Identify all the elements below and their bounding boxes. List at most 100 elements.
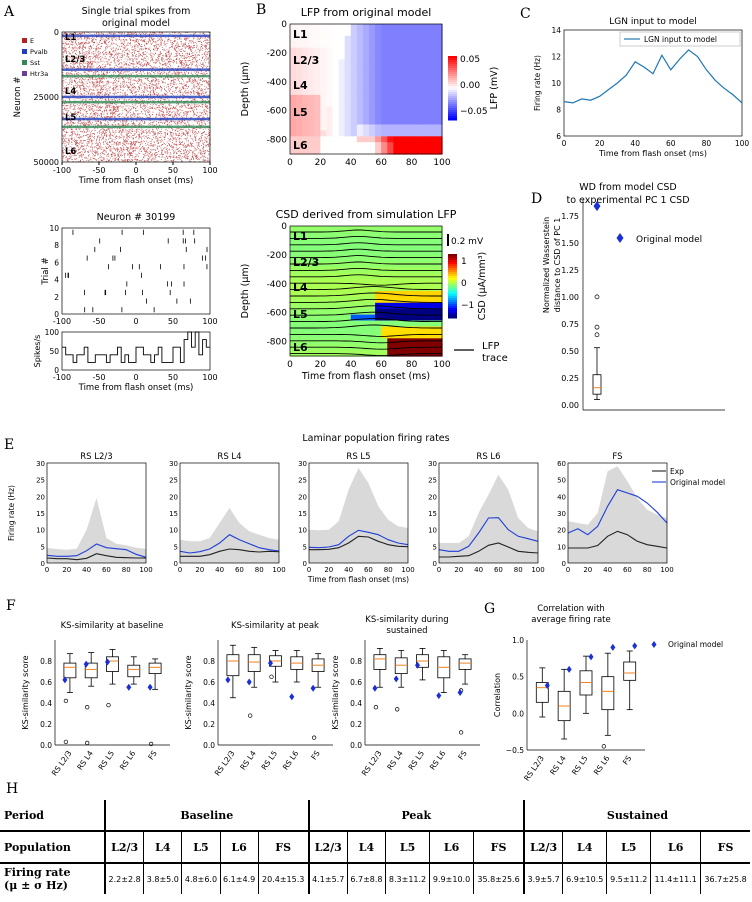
legend-label: Exp [670, 467, 684, 476]
lfp-cell [417, 53, 425, 60]
lfp-cell [290, 41, 297, 49]
csd-cell [429, 332, 437, 339]
y-tick-label: 10 [428, 527, 437, 535]
csd-cell [375, 285, 382, 292]
lfp-cell [393, 94, 401, 102]
x-tick-label: 0 [287, 158, 293, 168]
csd-cell [302, 243, 309, 251]
lfp-cell [435, 41, 443, 49]
csd-cell [423, 249, 431, 257]
csd-cell [320, 302, 328, 310]
csd-cell [399, 291, 407, 298]
csd-cell [387, 344, 394, 351]
csd-cell [290, 237, 297, 245]
colorbar-cell [448, 256, 457, 259]
lfp-cell [356, 53, 364, 60]
colorbar-cell [448, 298, 457, 301]
lfp-cell [423, 130, 431, 137]
x-tick-label: -50 [92, 166, 105, 175]
lfp-cell [405, 35, 413, 43]
lfp-cell [314, 24, 321, 31]
lfp-cell [375, 83, 382, 90]
layer-label: L5 [293, 106, 308, 119]
csd-cell [314, 332, 321, 339]
csd-cell [344, 338, 352, 345]
csd-cell [302, 302, 309, 310]
csd-cell [356, 279, 364, 286]
csd-cell [338, 302, 346, 310]
lfp-cell [393, 100, 401, 108]
category-label: RS L5 [260, 749, 280, 772]
lfp-cell [399, 35, 407, 43]
x-tick-label: 60 [666, 139, 676, 148]
y-tick-label: 10 [551, 79, 561, 88]
lfp-cell [344, 118, 352, 125]
y-tick-label: -200 [267, 251, 288, 261]
csd-cell [326, 243, 334, 251]
lfp-cell [320, 59, 328, 66]
lfp-cell [411, 77, 419, 84]
csd-cell [369, 314, 376, 322]
csd-frame [289, 225, 443, 357]
colorbar-cell [448, 58, 457, 61]
x-tick-label: 0 [437, 566, 441, 574]
csd-cell [429, 261, 437, 268]
x-tick-label: 100 [139, 566, 152, 574]
y-tick-label: 30 [557, 510, 566, 518]
y-tick-label: 0 [54, 28, 59, 37]
colorbar-tick: −1 [461, 301, 474, 311]
lfp-cell [308, 118, 315, 125]
csd-cell [381, 285, 388, 292]
lfp-cell [387, 77, 394, 84]
lfp-cell [405, 142, 413, 149]
lfp-cell [290, 53, 297, 60]
value-cell: 9.9±10.0 [429, 863, 474, 894]
y-axis-label: distance to CSD of PC 1 [553, 218, 562, 313]
x-tick-label: 60 [375, 158, 387, 168]
csd-cell [296, 231, 303, 239]
lfp-cell [381, 142, 388, 149]
csd-cell [344, 296, 352, 304]
lfp-cell [387, 83, 394, 90]
csd-cell [411, 226, 419, 233]
lfp-cell [350, 53, 358, 60]
lfp-cell [375, 65, 382, 72]
csd-cell [435, 279, 443, 286]
lfp-cell [411, 59, 419, 66]
csd-cell [338, 255, 346, 262]
legend-label: LFP [482, 341, 499, 352]
lfp-cell [387, 100, 394, 108]
y-axis-label: KS-similarity score [21, 655, 30, 729]
y-tick-label: -200 [267, 49, 288, 59]
lfp-cell [435, 142, 443, 149]
csd-cell [363, 255, 370, 262]
lfp-cell [338, 118, 346, 125]
model-marker [83, 660, 89, 668]
y-tick-label: 50 [557, 477, 566, 485]
raster-inhibitory-band [62, 95, 210, 99]
colorbar-cell [448, 260, 457, 263]
colorbar-cell [448, 104, 457, 107]
csd-cell [338, 296, 346, 304]
lfp-cell [399, 47, 407, 55]
csd-cell [417, 255, 425, 262]
csd-cell [296, 285, 303, 292]
colorbar-cell [448, 80, 457, 83]
csd-cell [344, 332, 352, 339]
lfp-cell [338, 100, 346, 108]
csd-cell [387, 255, 394, 262]
lfp-cell [369, 24, 376, 31]
lfp-cell [393, 124, 401, 131]
lfp-cell [369, 142, 376, 149]
lfp-cell [296, 124, 303, 131]
csd-cell [411, 296, 419, 304]
csd-cell [296, 326, 303, 333]
lfp-cell [405, 124, 413, 131]
lfp-cell [387, 35, 394, 43]
colorbar-cell [448, 292, 457, 295]
y-tick-label: 0.00 [561, 401, 579, 410]
lfp-cell [435, 24, 443, 31]
csd-cell [387, 231, 394, 239]
pop-cell: L4 [346, 830, 386, 864]
lfp-cell [369, 89, 376, 96]
